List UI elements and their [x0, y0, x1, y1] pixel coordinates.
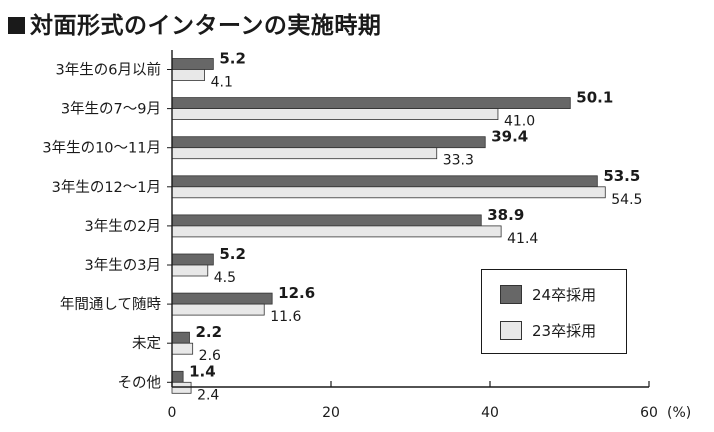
bar-23: [171, 303, 265, 316]
data-label-23: 4.1: [211, 75, 233, 91]
data-label-23: 41.4: [507, 231, 538, 247]
category-label: 3年生の6月以前: [56, 62, 161, 79]
legend: 24卒採用 23卒採用: [481, 269, 627, 354]
bar-23: [171, 186, 606, 199]
data-label-24: 5.2: [219, 245, 246, 263]
data-label-24: 1.4: [189, 362, 216, 380]
bar-23: [171, 381, 192, 394]
legend-item-24: 24卒採用: [500, 284, 596, 305]
bar-24: [171, 175, 598, 188]
data-label-24: 39.4: [491, 128, 528, 146]
bar-23: [171, 69, 205, 81]
data-label-23: 54.5: [611, 192, 642, 208]
x-tick-label: 20: [322, 405, 340, 421]
data-label-24: 12.6: [278, 284, 315, 302]
bar-24: [171, 97, 571, 109]
data-label-24: 50.1: [576, 89, 613, 107]
legend-label-23: 23卒採用: [532, 322, 597, 340]
legend-swatch-24: [500, 285, 522, 304]
data-label-23: 2.4: [197, 387, 219, 403]
title-square-icon: [8, 17, 25, 34]
bar-23: [171, 108, 499, 120]
category-label: 3年生の7〜9月: [61, 101, 161, 118]
data-label-23: 11.6: [270, 309, 301, 325]
data-label-23: 2.6: [199, 348, 221, 364]
bar-23: [171, 342, 194, 355]
x-tick-label: 60: [640, 405, 658, 421]
category-label: 3年生の3月: [85, 257, 161, 274]
legend-item-23: 23卒採用: [500, 320, 596, 341]
bar-23: [171, 147, 438, 160]
data-label-23: 33.3: [443, 153, 474, 169]
data-label-23: 41.0: [504, 114, 535, 130]
data-label-24: 2.2: [195, 323, 222, 341]
bar-24: [171, 331, 190, 344]
chart-title: 対面形式のインターンの実施時期: [8, 6, 381, 40]
legend-label-24: 24卒採用: [532, 286, 597, 304]
bar-24: [171, 370, 184, 383]
data-label-24: 53.5: [603, 167, 640, 185]
category-label: 年間通して随時: [60, 296, 161, 313]
data-label-24: 5.2: [219, 50, 246, 68]
bar-24: [171, 58, 214, 70]
bar-24: [171, 292, 273, 305]
category-label: 未定: [132, 335, 161, 352]
bar-23: [171, 225, 502, 238]
chart-title-text: 対面形式のインターンの実施時期: [30, 13, 382, 39]
legend-swatch-23: [500, 321, 522, 340]
x-unit-label: (%): [667, 405, 691, 421]
category-label: 3年生の10〜11月: [42, 140, 161, 157]
bar-23: [171, 264, 209, 277]
bar-24: [171, 214, 482, 227]
category-label: その他: [118, 374, 162, 391]
x-tick-label: 0: [168, 405, 177, 421]
data-label-24: 38.9: [487, 206, 524, 224]
bar-24: [171, 136, 486, 149]
data-label-23: 4.5: [214, 270, 236, 286]
x-tick-label: 40: [481, 405, 499, 421]
category-label: 3年生の2月: [85, 218, 161, 235]
category-label: 3年生の12〜1月: [52, 179, 161, 196]
bar-24: [171, 253, 214, 266]
